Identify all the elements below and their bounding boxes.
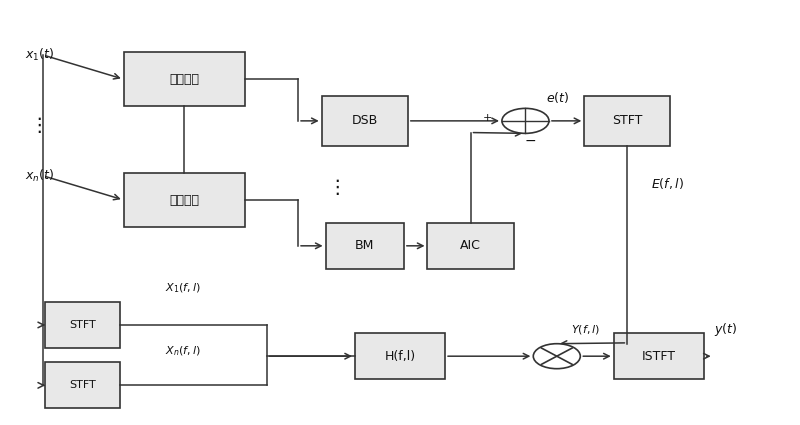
Bar [322,96,408,146]
Circle shape [534,344,580,368]
Bar [46,363,120,408]
Bar [584,96,670,146]
Bar [46,302,120,348]
Bar [355,333,445,379]
Text: $x_1(t)$: $x_1(t)$ [26,47,54,63]
Text: STFT: STFT [69,380,96,390]
Bar [326,223,404,269]
Bar [124,52,245,106]
Text: +: + [483,113,493,122]
Text: $X_1(f,l)$: $X_1(f,l)$ [165,281,201,295]
Text: $E(f,l)$: $E(f,l)$ [651,176,684,191]
Text: $x_n(t)$: $x_n(t)$ [26,168,54,184]
Text: H(f,l): H(f,l) [385,350,415,363]
Text: $e(t)$: $e(t)$ [546,91,569,105]
Text: ISTFT: ISTFT [642,350,676,363]
Text: 子带分解: 子带分解 [170,73,199,86]
Text: −: − [524,134,536,148]
Bar [124,173,245,227]
Text: BM: BM [355,239,374,252]
Circle shape [502,108,549,133]
Text: ⋮: ⋮ [327,178,347,197]
Text: $X_n(f,l)$: $X_n(f,l)$ [165,344,201,357]
Text: DSB: DSB [351,114,378,127]
Bar [427,223,514,269]
Text: STFT: STFT [612,114,642,127]
Text: $Y(f,l)$: $Y(f,l)$ [571,323,600,337]
Text: $y(t)$: $y(t)$ [714,321,737,338]
Text: STFT: STFT [69,320,96,330]
Text: ⋮: ⋮ [30,116,49,135]
Text: AIC: AIC [460,239,481,252]
Bar [614,333,704,379]
Text: 子带分解: 子带分解 [170,193,199,207]
